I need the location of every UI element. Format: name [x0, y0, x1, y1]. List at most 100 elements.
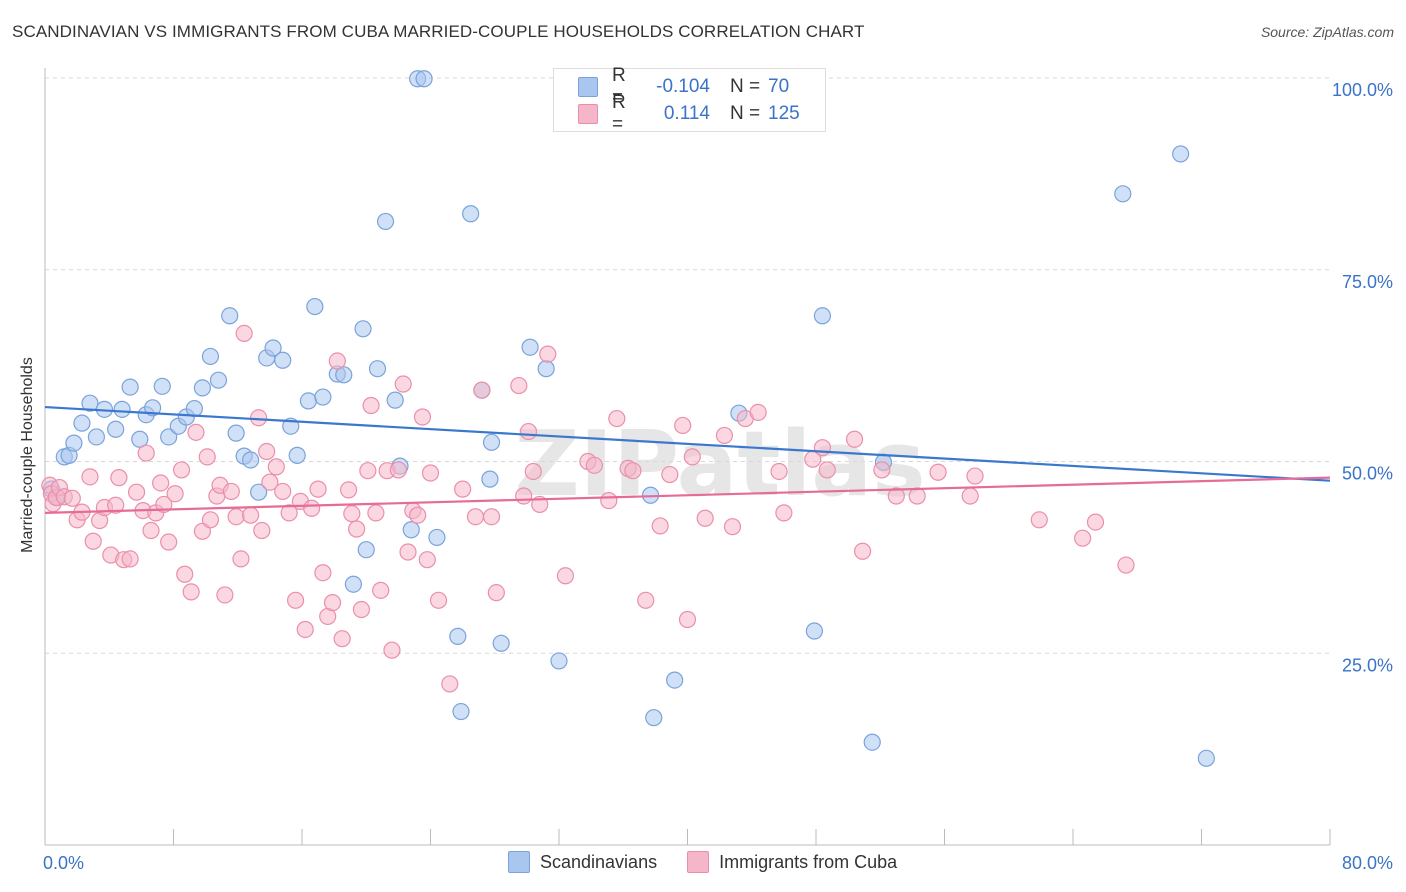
point-cuba: [674, 416, 692, 435]
point-cuba: [261, 473, 279, 491]
point-cuba: [853, 542, 872, 560]
point-cuba: [235, 324, 253, 343]
legend-label: Scandinavians: [540, 851, 658, 872]
point-scandinavian: [306, 297, 324, 316]
point-scandinavian: [250, 483, 268, 501]
point-cuba: [519, 422, 538, 441]
point-cuba: [873, 461, 891, 479]
point-scandinavian: [81, 394, 99, 412]
point-scandinavian: [274, 351, 292, 369]
legend-label: Immigrants from Cuba: [719, 851, 898, 872]
point-scandinavian: [113, 400, 131, 418]
point-cuba: [487, 584, 505, 602]
point-scandinavian: [227, 424, 245, 442]
point-cuba: [81, 468, 99, 486]
legend-swatch: [687, 851, 710, 873]
point-cuba: [110, 469, 128, 487]
point-cuba: [323, 594, 342, 612]
point-cuba: [343, 505, 361, 523]
point-cuba: [352, 600, 371, 619]
point-scandinavian: [1114, 185, 1132, 203]
y-tick-label: 100.0%: [1332, 80, 1393, 100]
point-cuba: [362, 396, 380, 415]
point-scandinavian: [160, 428, 178, 446]
point-cuba: [1086, 513, 1105, 531]
point-cuba: [227, 508, 245, 526]
point-cuba: [258, 442, 276, 461]
point-scandinavian: [344, 575, 362, 593]
point-scandinavian: [521, 338, 539, 356]
point-scandinavian: [201, 347, 220, 366]
point-cuba: [348, 520, 366, 538]
source-label: Source: ZipAtlas.com: [1260, 24, 1394, 40]
point-cuba: [166, 485, 184, 503]
point-cuba: [253, 521, 271, 540]
point-scandinavian: [314, 388, 332, 406]
point-cuba: [651, 517, 669, 535]
point-cuba: [389, 461, 407, 479]
point-cuba: [303, 499, 321, 517]
point-cuba: [1030, 511, 1048, 529]
n-label: N =: [730, 103, 761, 124]
point-cuba: [250, 409, 268, 427]
point-cuba: [723, 518, 742, 536]
point-cuba: [961, 487, 979, 505]
legend-item-scandinavians[interactable]: Scandinavians: [508, 851, 657, 873]
point-scandinavian: [863, 733, 881, 751]
point-cuba: [333, 630, 351, 648]
series-legend: Scandinavians Immigrants from Cuba: [508, 851, 927, 873]
point-scandinavian: [813, 307, 832, 325]
r-label: R =: [612, 92, 626, 135]
point-scandinavian: [376, 212, 395, 231]
point-scandinavian: [415, 70, 433, 88]
point-scandinavian: [428, 528, 446, 547]
point-cuba: [121, 550, 139, 568]
x-tick-label: 0.0%: [43, 853, 84, 873]
point-scandinavian: [121, 378, 139, 396]
point-cuba: [683, 448, 701, 466]
point-scandinavian: [550, 652, 568, 670]
point-scandinavian: [492, 634, 510, 652]
point-scandinavian: [185, 399, 203, 418]
point-cuba: [1117, 556, 1135, 574]
point-cuba: [749, 403, 767, 422]
point-cuba: [222, 482, 240, 501]
point-cuba: [696, 509, 714, 527]
point-cuba: [421, 464, 440, 482]
point-cuba: [107, 496, 125, 514]
point-cuba: [274, 482, 292, 501]
point-cuba: [314, 564, 332, 582]
point-cuba: [198, 448, 216, 466]
point-scandinavian: [537, 360, 555, 378]
n-label: N =: [730, 76, 761, 97]
point-scandinavian: [335, 366, 353, 384]
point-cuba: [328, 352, 346, 370]
legend-item-cuba[interactable]: Immigrants from Cuba: [687, 851, 897, 873]
point-cuba: [286, 591, 305, 609]
point-scandinavian: [1172, 145, 1190, 163]
point-cuba: [585, 456, 603, 474]
point-cuba: [394, 375, 412, 393]
point-cuba: [556, 567, 575, 585]
point-cuba: [845, 430, 864, 448]
y-tick-label: 50.0%: [1342, 464, 1393, 484]
point-cuba: [813, 439, 832, 457]
point-cuba: [775, 504, 793, 522]
point-cuba: [929, 463, 947, 481]
point-cuba: [908, 487, 926, 505]
point-scandinavian: [386, 391, 404, 409]
point-scandinavian: [449, 627, 467, 645]
point-cuba: [966, 467, 984, 485]
point-cuba: [399, 543, 417, 561]
y-tick-label: 25.0%: [1342, 655, 1393, 675]
point-cuba: [172, 461, 191, 479]
point-cuba: [454, 480, 472, 498]
point-scandinavian: [264, 339, 282, 357]
point-scandinavian: [1197, 749, 1215, 767]
point-cuba: [339, 481, 358, 499]
legend-swatch: [508, 851, 530, 873]
point-cuba: [429, 591, 448, 609]
point-cuba: [515, 487, 533, 505]
chart-title: SCANDINAVIAN VS IMMIGRANTS FROM CUBA MAR…: [12, 22, 865, 41]
point-scandinavian: [368, 360, 387, 378]
